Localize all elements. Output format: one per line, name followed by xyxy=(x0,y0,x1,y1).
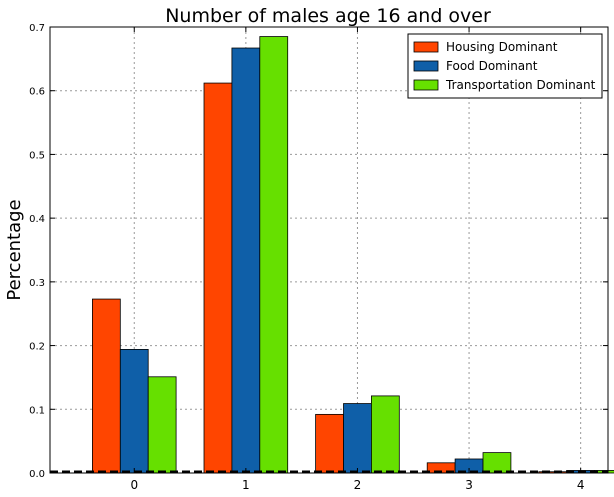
bar xyxy=(231,47,261,474)
legend-label: Food Dominant xyxy=(446,59,538,73)
legend-label: Housing Dominant xyxy=(446,40,558,54)
bar xyxy=(92,298,121,474)
bar xyxy=(203,82,233,474)
legend-label: Transportation Dominant xyxy=(445,78,596,92)
x-tick-label: 1 xyxy=(242,478,250,492)
x-tick-label: 2 xyxy=(354,478,362,492)
bar xyxy=(315,413,344,474)
legend-swatch xyxy=(413,60,439,72)
y-tick-label: 0.0 xyxy=(29,469,45,480)
bar xyxy=(147,376,177,474)
x-tick-label: 0 xyxy=(130,478,138,492)
legend-box xyxy=(407,33,603,99)
y-tick-label: 0.4 xyxy=(29,214,45,225)
bar xyxy=(119,348,149,474)
y-tick-label: 0.6 xyxy=(29,87,45,98)
y-axis-label: Percentage xyxy=(4,199,25,300)
y-tick-label: 0.3 xyxy=(29,278,45,289)
bars xyxy=(92,36,614,474)
x-tick-label: 3 xyxy=(465,478,473,492)
bar xyxy=(482,452,512,474)
chart-title: Number of males age 16 and over xyxy=(165,5,491,27)
plot-frame xyxy=(49,26,609,474)
y-tick-label: 0.1 xyxy=(29,405,45,416)
y-tick-label: 0.7 xyxy=(29,23,45,34)
axes: 0.0 0.1 0.2 0.3 0.4 0.5 0.6 0.7 0 1 2 3 4 xyxy=(29,23,609,492)
legend-swatch xyxy=(413,79,439,91)
legend: Housing Dominant Food Dominant Transportat… xyxy=(407,33,603,99)
y-tick-label: 0.2 xyxy=(29,342,45,353)
bar xyxy=(259,36,289,474)
bar xyxy=(371,395,400,474)
y-tick-label: 0.5 xyxy=(29,150,45,161)
bar xyxy=(343,403,372,474)
x-tick-label: 4 xyxy=(577,478,585,492)
legend-swatch xyxy=(413,41,439,53)
